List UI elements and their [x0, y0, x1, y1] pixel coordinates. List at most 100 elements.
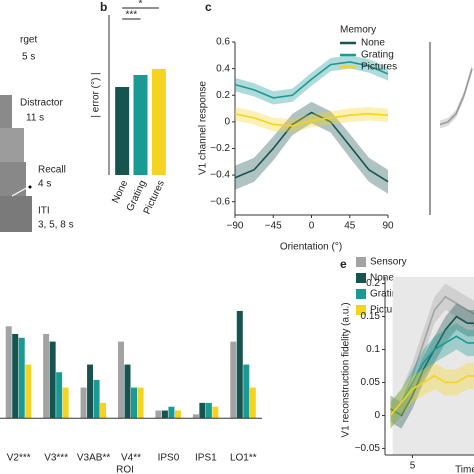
legend-label: Pictures: [361, 62, 397, 73]
legend-label: Grating: [370, 289, 403, 300]
series-line: [389, 374, 474, 416]
screen: [0, 128, 24, 164]
schematic-label: Distractor: [20, 98, 63, 109]
screen: [0, 196, 32, 232]
y-tick-label: 0: [374, 410, 380, 421]
screen: [0, 95, 12, 131]
legend-swatch: [356, 305, 366, 315]
bar: [249, 387, 256, 419]
error-band: [390, 323, 474, 429]
y-tick-label: −0.2: [210, 143, 230, 154]
x-tick-label: LO1**: [230, 453, 257, 464]
legend-title: Memory: [340, 25, 376, 36]
y-axis-label: V1 reconstruction fidelity (a.u.): [341, 302, 352, 437]
error-band: [390, 362, 474, 429]
bar: [155, 410, 162, 419]
bar: [43, 333, 50, 419]
y-tick-label: 0.6: [216, 37, 230, 48]
y-tick-label: 0: [224, 116, 230, 127]
significance-label: ***: [125, 10, 137, 21]
bar: [56, 372, 63, 419]
y-tick-label: 0.05: [361, 377, 381, 388]
schematic-label: 11 s: [26, 113, 44, 124]
y-tick-label: 0.2: [216, 90, 230, 101]
x-tick-label: −45: [265, 221, 282, 232]
x-tick-label: 45: [344, 221, 356, 232]
y-axis-label: V1 channel response: [198, 81, 209, 175]
bar: [115, 87, 130, 175]
legend-swatch: [356, 257, 366, 267]
x-tick-label: 90: [382, 221, 394, 232]
bar: [168, 406, 175, 419]
bar: [124, 364, 131, 419]
legend-swatch: [356, 273, 366, 283]
series-line: [234, 111, 389, 183]
x-tick-label: V4**: [121, 453, 141, 464]
schematic-label: 5 s: [22, 52, 35, 63]
bar: [243, 364, 250, 419]
y-axis-label: | error (°) |: [91, 72, 102, 117]
y-tick-label: 0.4: [216, 63, 230, 74]
recall-dial: [11, 185, 31, 197]
bar: [100, 402, 107, 419]
schematic-label: rget: [20, 35, 37, 46]
bar: [137, 387, 144, 419]
x-axis-label: Time: [455, 465, 474, 474]
bar: [212, 406, 219, 419]
series-line: [389, 295, 474, 416]
x-tick-label: V3AB**: [77, 453, 110, 464]
bar: [87, 364, 94, 419]
legend-label: Grating: [361, 50, 394, 61]
y-tick-label: −0.6: [210, 196, 230, 207]
series-line: [234, 61, 389, 99]
x-tick-label: IPS1: [195, 453, 217, 464]
bar: [205, 402, 212, 419]
error-band: [440, 64, 472, 129]
legend-label: None: [361, 38, 385, 49]
y-tick-label: 0.15: [361, 311, 381, 322]
x-tick-label: −90: [227, 221, 244, 232]
screen: [0, 162, 26, 198]
schematic-label: 4 s: [38, 179, 51, 190]
bar: [25, 364, 32, 419]
series-line: [439, 68, 473, 126]
series-line: [234, 113, 389, 127]
x-tick-label: IPS0: [158, 453, 180, 464]
y-tick-label: 0.2: [366, 278, 380, 289]
bar: [161, 410, 168, 419]
bar: [5, 326, 12, 419]
x-axis-label: ROI: [116, 465, 134, 474]
significance-label: *: [139, 0, 143, 10]
bar: [230, 341, 237, 419]
legend-label: Pictures: [370, 305, 406, 316]
schematic-label: ITI: [38, 206, 50, 217]
panel-label: c: [205, 0, 212, 14]
x-tick-label: V2***: [7, 453, 31, 464]
bar: [236, 310, 243, 419]
bar: [151, 69, 166, 175]
bar: [49, 341, 56, 419]
x-tick-label: 0: [309, 221, 315, 232]
bar: [12, 333, 19, 419]
y-tick-label: 0.1: [366, 344, 380, 355]
legend-swatch: [356, 289, 366, 299]
recall-dot: [28, 185, 32, 189]
bar: [199, 402, 206, 419]
series-line: [389, 335, 474, 416]
bar: [174, 410, 181, 419]
bar: [192, 414, 199, 419]
schematic-label: 3, 5, 8 s: [38, 220, 74, 231]
legend-label: Sensory: [370, 257, 407, 268]
bar: [133, 75, 148, 175]
legend-label: None: [370, 273, 394, 284]
panel-label: b: [100, 0, 107, 14]
x-tick-label: V3***: [44, 453, 68, 464]
bar: [62, 387, 69, 419]
panel-label: e: [340, 257, 347, 271]
trial-schematic: rget 5 s Distractor 11 s Recall 4 s ITI …: [0, 35, 74, 232]
bar: [80, 387, 87, 419]
bar: [131, 387, 137, 419]
x-tick-label: 5: [410, 461, 416, 472]
x-axis-label: Orientation (°): [280, 242, 342, 253]
y-tick-label: −0.05: [355, 443, 381, 454]
